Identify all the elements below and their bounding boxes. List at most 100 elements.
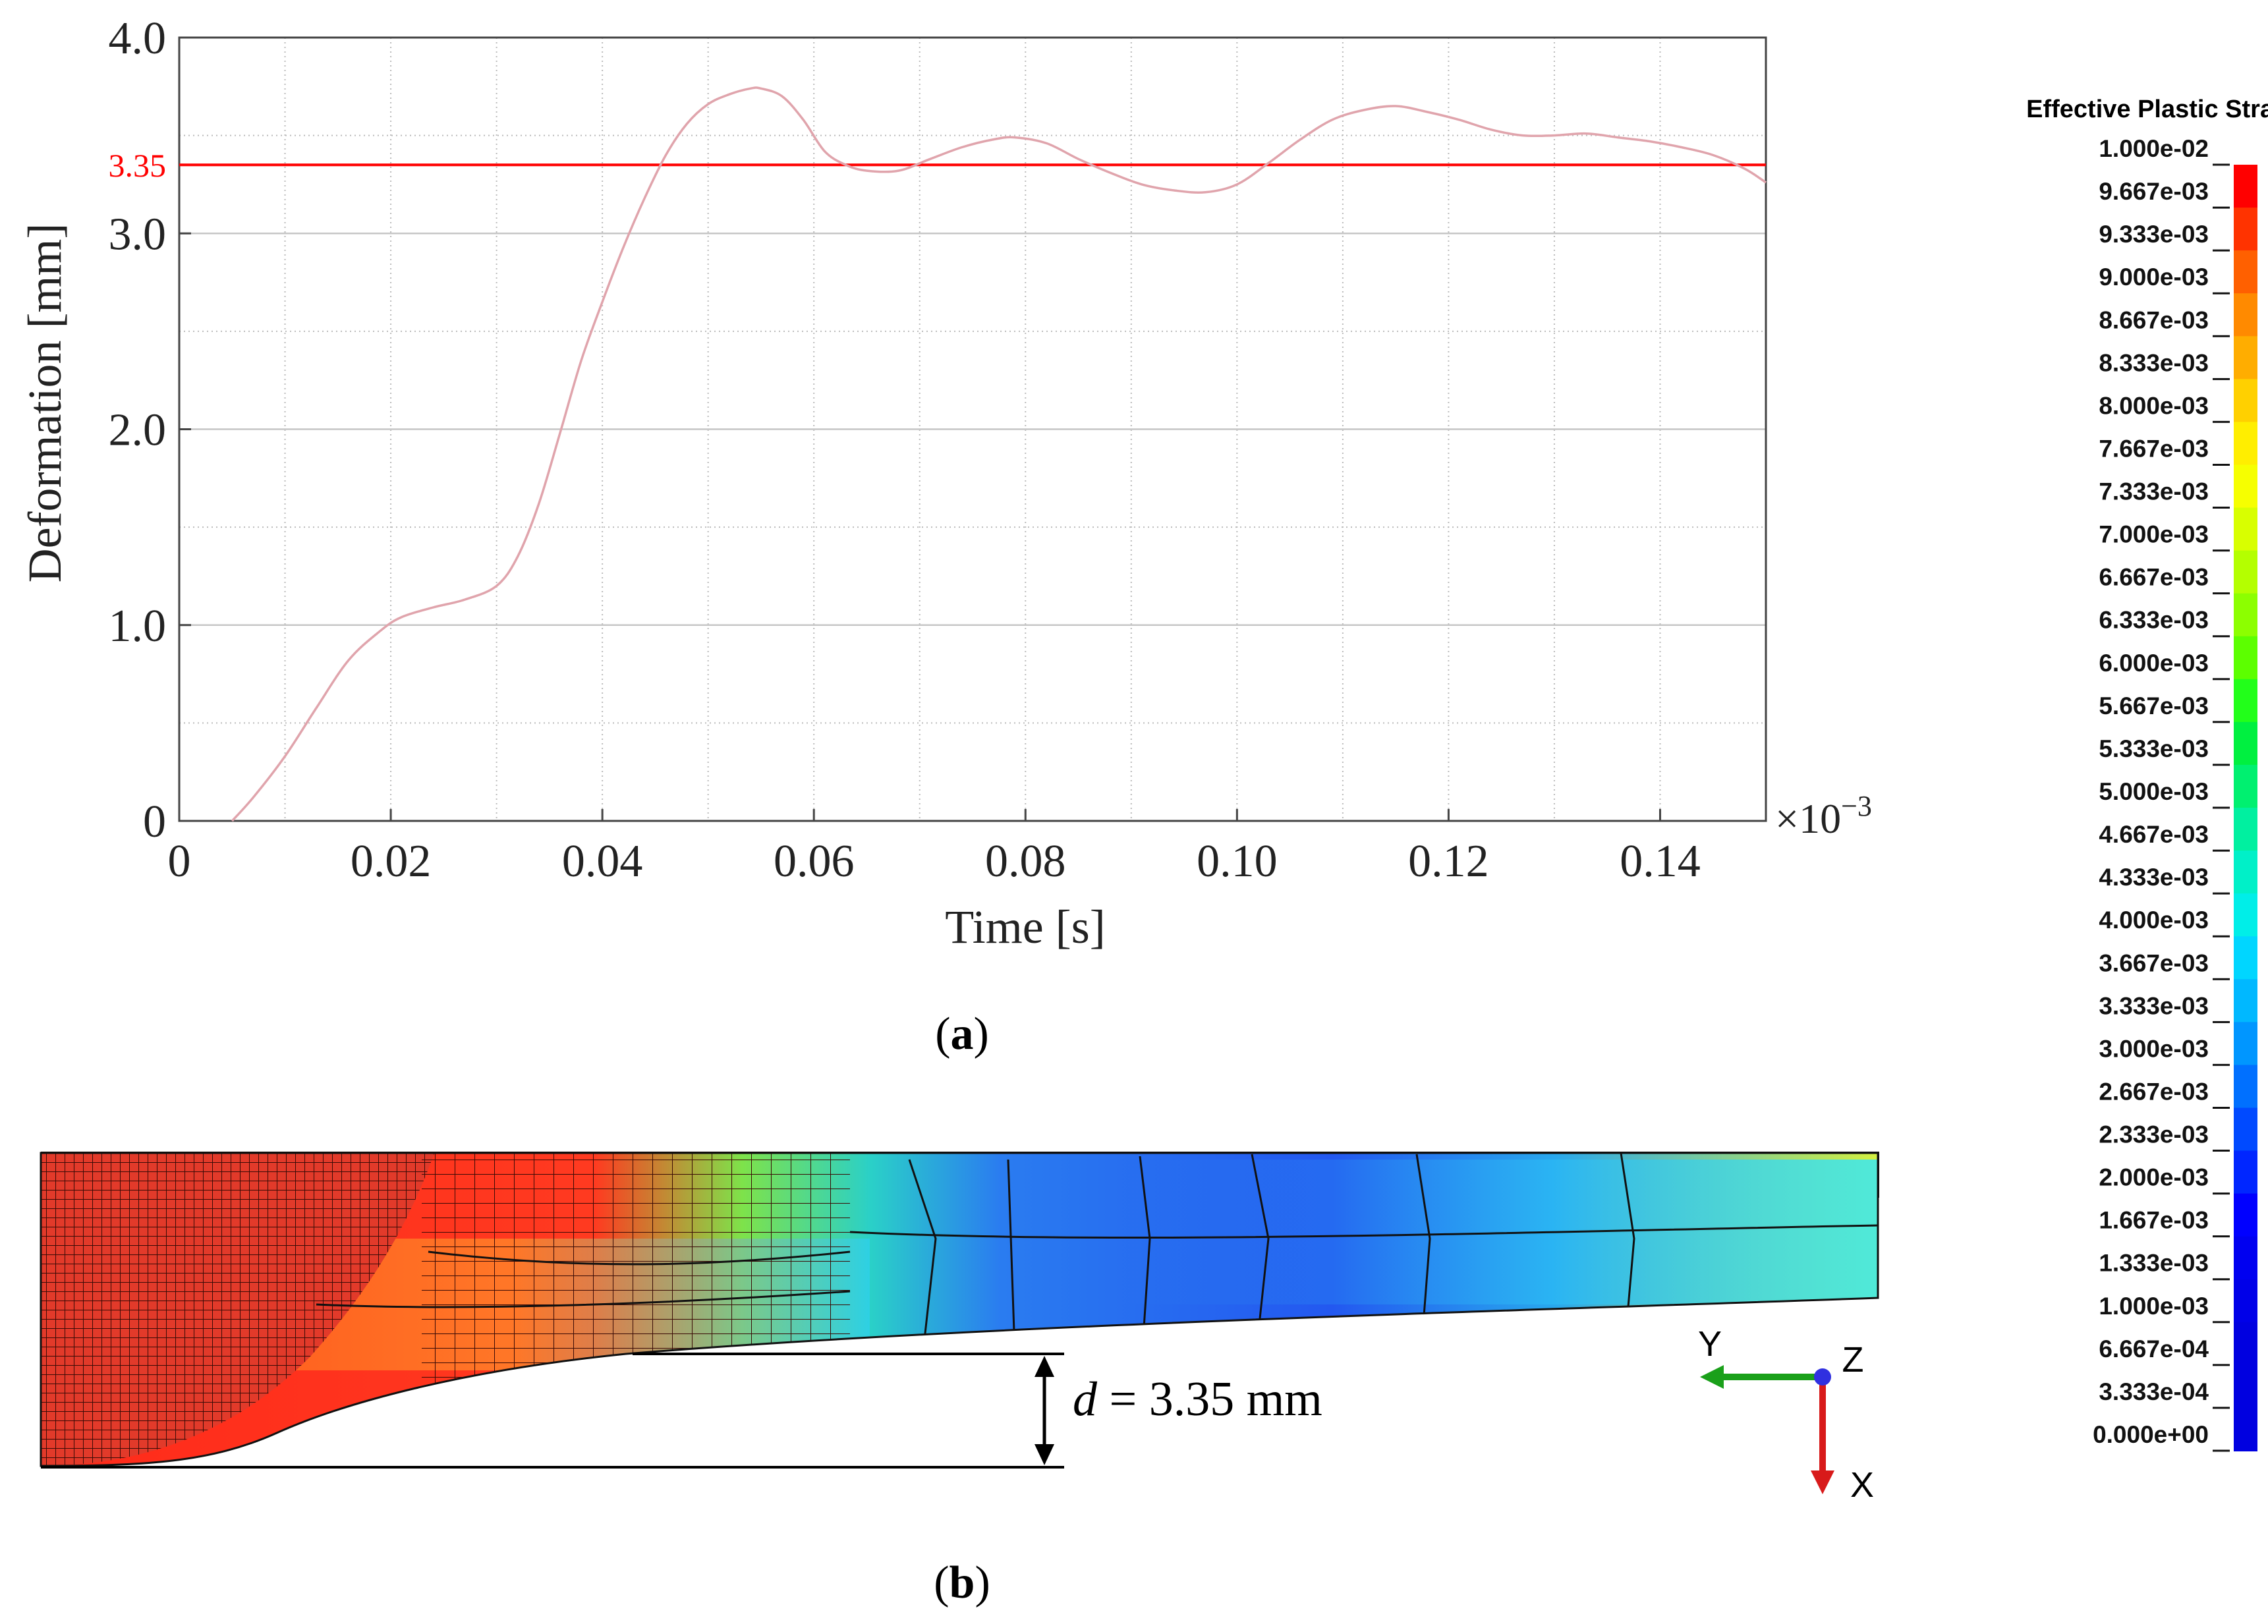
- legend-color-segment: [2234, 422, 2257, 466]
- legend-color-segment: [2234, 1150, 2257, 1194]
- y-tick-label: 3.0: [109, 209, 167, 260]
- legend-color-segment: [2234, 1364, 2257, 1409]
- deformed-beam: [41, 1153, 1878, 1466]
- legend-color-segment: [2234, 936, 2257, 980]
- axis-label-y: Y: [1698, 1324, 1722, 1364]
- legend-color-segment: [2234, 593, 2257, 637]
- legend-color-segment: [2234, 1407, 2257, 1451]
- legend-value-label: 1.000e-03: [2099, 1293, 2209, 1320]
- legend-color-segment: [2234, 979, 2257, 1023]
- legend-color-segment: [2234, 165, 2257, 209]
- legend-color-segment: [2234, 721, 2257, 766]
- dimension-label: d = 3.35 mm: [1073, 1372, 1322, 1426]
- y-tick-label: 0: [143, 797, 166, 847]
- reference-line-label: 3.35: [109, 147, 167, 184]
- legend-color-segment: [2234, 208, 2257, 252]
- legend-color-segment: [2234, 679, 2257, 723]
- legend-value-label: 8.667e-03: [2099, 306, 2209, 333]
- legend-value-label: 9.000e-03: [2099, 264, 2209, 291]
- legend-value-label: 2.667e-03: [2099, 1078, 2209, 1105]
- z-axis-dot-icon: [1814, 1368, 1831, 1386]
- coarse-mesh-lines: [316, 1153, 1878, 1358]
- legend-value-label: 6.333e-03: [2099, 607, 2209, 634]
- x-tick-label: 0.08: [985, 836, 1066, 887]
- legend-value-label: 8.333e-03: [2099, 349, 2209, 376]
- legend-value-label: 8.000e-03: [2099, 392, 2209, 419]
- y-tick-label: 2.0: [109, 405, 167, 456]
- legend-color-segment: [2234, 1022, 2257, 1066]
- legend-value-label: 3.667e-03: [2099, 949, 2209, 976]
- legend-value-label: 6.000e-03: [2099, 650, 2209, 677]
- legend-color-segment: [2234, 464, 2257, 509]
- legend-value-label: 3.000e-03: [2099, 1035, 2209, 1062]
- x-tick-label: 0.12: [1408, 836, 1489, 887]
- panel-a-caption: (a): [935, 1009, 989, 1059]
- x-tick-label: 0.06: [774, 836, 855, 887]
- legend-color-segment: [2234, 764, 2257, 808]
- y-axis-arrow-icon: [1700, 1365, 1724, 1389]
- legend-color-segment: [2234, 1322, 2257, 1366]
- legend-color-segment: [2234, 893, 2257, 938]
- legend-color-segment: [2234, 1236, 2257, 1280]
- legend-value-label: 4.000e-03: [2099, 907, 2209, 934]
- legend-color-segment: [2234, 550, 2257, 594]
- legend-color-segment: [2234, 808, 2257, 852]
- x-tick-label: 0.04: [562, 836, 643, 887]
- legend-color-segment: [2234, 379, 2257, 423]
- legend-color-segment: [2234, 1193, 2257, 1237]
- legend-color-segment: [2234, 1107, 2257, 1152]
- legend-value-label: 4.333e-03: [2099, 864, 2209, 891]
- x-tick-label: 0.10: [1197, 836, 1278, 887]
- legend-value-label: 7.333e-03: [2099, 478, 2209, 505]
- legend-color-segment: [2234, 336, 2257, 380]
- legend-value-label: 1.333e-03: [2099, 1250, 2209, 1277]
- legend-value-label: 1.667e-03: [2099, 1207, 2209, 1234]
- x-axis-label: Time [s]: [945, 901, 1105, 953]
- legend-value-label: 1.000e-02: [2099, 135, 2209, 162]
- legend-value-label: 5.667e-03: [2099, 692, 2209, 719]
- legend-value-label: 6.667e-03: [2099, 564, 2209, 591]
- legend-value-label: 7.667e-03: [2099, 435, 2209, 462]
- major-gridlines: [179, 233, 1766, 626]
- legend-color-segment: [2234, 1279, 2257, 1323]
- fem-simulation-view: d = 3.35 mm Y Z X: [40, 1152, 1879, 1505]
- dimension-arrow-head-up: [1035, 1356, 1054, 1377]
- axis-label-z: Z: [1842, 1340, 1864, 1380]
- legend-value-label: 2.000e-03: [2099, 1164, 2209, 1191]
- x-axis-multiplier: ×10−3: [1775, 790, 1872, 842]
- y-axis-ticks: 0 1.0 2.0 3.0 4.0: [109, 13, 191, 847]
- legend-value-label: 0.000e+00: [2093, 1421, 2209, 1448]
- legend-color-segment: [2234, 507, 2257, 551]
- axis-label-x: X: [1850, 1465, 1874, 1505]
- legend-color-segment: [2234, 293, 2257, 337]
- x-tick-label: 0: [168, 836, 191, 887]
- y-tick-label: 1.0: [109, 601, 167, 652]
- legend-color-segment: [2234, 250, 2257, 294]
- legend-value-label: 7.000e-03: [2099, 521, 2209, 548]
- legend-value-label: 5.333e-03: [2099, 735, 2209, 762]
- legend-value-label: 3.333e-03: [2099, 992, 2209, 1019]
- coordinate-triad: Y Z X: [1698, 1324, 1874, 1505]
- legend-color-segment: [2234, 1065, 2257, 1109]
- deformation-chart: 0 0.02 0.04 0.06 0.08 0.10 0.12 0.14 0 1.0 2.0 3.0…: [18, 13, 1872, 953]
- legend-value-label: 9.667e-03: [2099, 178, 2209, 205]
- panel-b-caption: (b): [934, 1557, 990, 1608]
- legend-value-label: 9.333e-03: [2099, 221, 2209, 248]
- x-axis-ticks: 0 0.02 0.04 0.06 0.08 0.10 0.12 0.14: [168, 809, 1701, 887]
- legend-value-label: 4.667e-03: [2099, 821, 2209, 848]
- x-tick-label: 0.02: [351, 836, 432, 887]
- legend-value-label: 5.000e-03: [2099, 778, 2209, 805]
- x-axis-arrow-icon: [1811, 1470, 1834, 1494]
- legend-value-label: 6.667e-04: [2099, 1335, 2209, 1362]
- y-tick-label: 4.0: [109, 13, 167, 64]
- legend-title: Effective Plastic Strain: [2026, 96, 2268, 123]
- legend-color-segment: [2234, 636, 2257, 680]
- legend-color-bar: [2234, 165, 2257, 1451]
- deformation-series-line: [231, 86, 1767, 822]
- legend-value-labels: 1.000e-02 9.667e-03 9.333e-03 9.000e-03 8.66…: [2093, 135, 2230, 1452]
- y-axis-label: Deformation [mm]: [18, 223, 71, 583]
- legend-value-label: 3.333e-04: [2099, 1378, 2209, 1405]
- legend-value-label: 2.333e-03: [2099, 1121, 2209, 1148]
- x-tick-label: 0.14: [1620, 836, 1701, 887]
